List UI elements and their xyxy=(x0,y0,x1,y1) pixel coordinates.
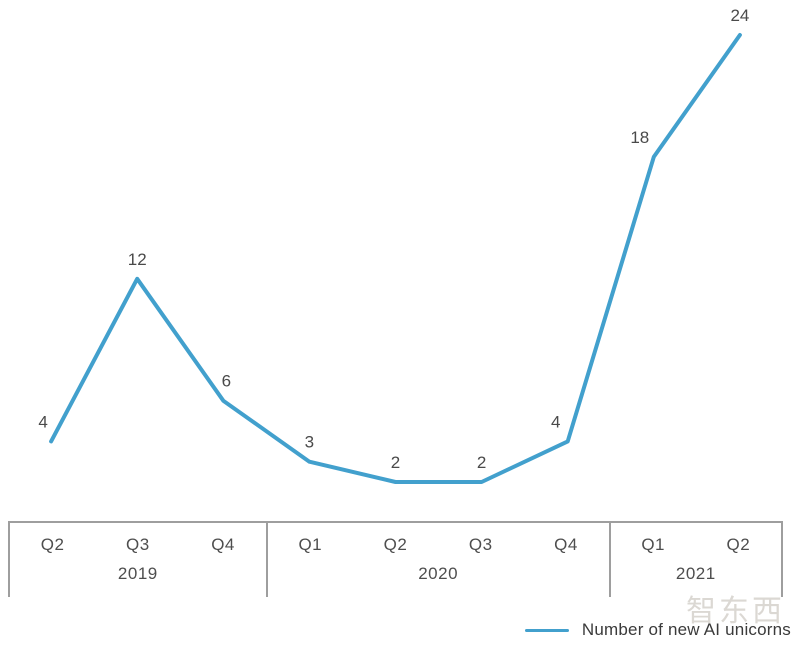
legend-label: Number of new AI unicorns xyxy=(581,620,791,639)
quarter-label: Q1 xyxy=(298,535,323,554)
quarter-label: Q3 xyxy=(125,535,150,554)
year-label: 2021 xyxy=(675,564,716,583)
quarter-label: Q2 xyxy=(383,535,408,554)
quarter-label: Q3 xyxy=(468,535,493,554)
legend-line-swatch xyxy=(524,628,569,632)
quarter-row: Q1 Q2 xyxy=(611,523,781,555)
point-label: 2 xyxy=(391,453,400,472)
quarter-row: Q2 Q3 Q4 xyxy=(10,523,266,555)
point-label: 4 xyxy=(38,412,47,431)
quarter-label: Q4 xyxy=(211,535,235,554)
quarter-label: Q2 xyxy=(40,535,65,554)
quarter-label: Q1 xyxy=(641,535,666,554)
point-label: 18 xyxy=(630,128,649,147)
point-label: 6 xyxy=(222,372,231,391)
year-section-2019: Q2 Q3 Q4 2019 xyxy=(10,523,268,597)
point-label: 4 xyxy=(551,412,560,431)
quarter-row: Q1 Q2 Q3 Q4 xyxy=(268,523,609,555)
year-section-2021: Q1 Q2 2021 xyxy=(611,523,783,597)
legend: Number of new AI unicorns xyxy=(524,620,791,640)
point-label: 3 xyxy=(305,433,314,452)
point-label: 12 xyxy=(128,250,147,269)
year-label: 2019 xyxy=(117,564,158,583)
point-label: 24 xyxy=(730,6,749,25)
series-line xyxy=(49,33,742,484)
quarter-label: Q2 xyxy=(726,535,751,554)
point-label: 2 xyxy=(477,453,486,472)
x-axis-band: Q2 Q3 Q4 2019 Q1 Q2 Q3 Q4 2020 Q1 Q2 2021 xyxy=(8,521,783,597)
year-label: 2020 xyxy=(418,564,459,583)
year-section-2020: Q1 Q2 Q3 Q4 2020 xyxy=(268,523,611,597)
quarter-label: Q4 xyxy=(554,535,578,554)
